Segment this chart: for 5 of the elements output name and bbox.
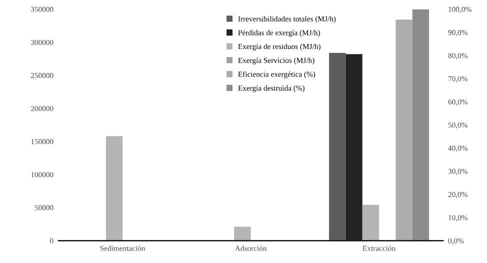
bar [362,204,380,241]
bar [234,226,251,241]
bar [346,54,362,241]
bar [329,52,346,241]
bar [106,136,123,241]
